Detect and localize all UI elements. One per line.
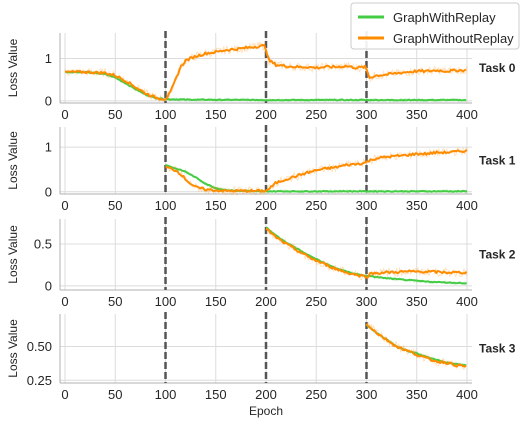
x-tick-label: 0: [61, 387, 68, 402]
x-tick-label: 50: [108, 387, 122, 402]
task-label: Task 1: [479, 154, 516, 168]
x-tick-label: 250: [305, 198, 327, 213]
x-tick-label: 50: [108, 107, 122, 122]
x-tick-label: 300: [356, 107, 378, 122]
x-tick-label: 0: [61, 107, 68, 122]
x-tick-label: 250: [305, 387, 327, 402]
x-tick-label: 350: [406, 107, 428, 122]
x-tick-label: 400: [456, 387, 478, 402]
series-line-without-replay: [64, 44, 467, 101]
x-tick-label: 0: [61, 294, 68, 309]
y-axis-label: Loss Value: [6, 319, 20, 378]
series-line-without-replay: [165, 149, 468, 193]
series-raw-band: [165, 147, 468, 196]
x-tick-label: 300: [356, 294, 378, 309]
legend-entry-label: GraphWithoutReplay: [393, 31, 514, 46]
y-tick-label: 1: [45, 140, 52, 155]
x-tick-label: 350: [406, 387, 428, 402]
x-tick-label: 150: [205, 198, 227, 213]
x-tick-label: 200: [255, 198, 277, 213]
x-tick-label: 400: [456, 198, 478, 213]
x-tick-label: 400: [456, 294, 478, 309]
x-tick-label: 300: [356, 198, 378, 213]
y-tick-label: 0.25: [27, 373, 52, 388]
series-line-without-replay: [365, 323, 467, 368]
x-tick-label: 200: [255, 387, 277, 402]
y-axis-label: Loss Value: [6, 38, 20, 97]
x-tick-label: 100: [155, 107, 177, 122]
x-tick-label: 50: [108, 294, 122, 309]
legend-entry-label: GraphWithReplay: [393, 10, 496, 25]
x-tick-label: 400: [456, 107, 478, 122]
series-line-without-replay: [265, 227, 468, 279]
x-tick-label: 100: [155, 387, 177, 402]
x-tick-label: 200: [255, 107, 277, 122]
task-label: Task 2: [479, 248, 516, 262]
panel-task-1: 0 1 0 50 100 150 200 250 300 350 400 Loss Value Task…: [6, 125, 516, 213]
x-tick-label: 150: [205, 107, 227, 122]
panel-task-0: 0 1 0 50 100 150 200 250 300 350 400 Loss Value Task…: [6, 31, 516, 122]
legend: [350, 2, 520, 50]
x-tick-label: 0: [61, 198, 68, 213]
x-tick-label: 250: [305, 294, 327, 309]
y-tick-label: 0: [45, 184, 52, 199]
x-axis-label: Epoch: [249, 404, 283, 418]
x-tick-label: 100: [155, 294, 177, 309]
y-tick-label: 0: [45, 278, 52, 293]
series-line-with-replay: [265, 226, 467, 285]
x-tick-label: 150: [205, 387, 227, 402]
panel-task-3: 0.25 0.50 0 50 100 150 200 250 300 350 400 Loss Val…: [6, 312, 516, 402]
x-tick-label: 50: [108, 198, 122, 213]
series-line-with-replay: [64, 70, 467, 102]
x-tick-label: 350: [406, 198, 428, 213]
y-tick-label: 0.50: [27, 339, 52, 354]
y-tick-label: 1: [45, 51, 52, 66]
x-tick-label: 200: [255, 294, 277, 309]
panel-task-2: 0 0.5 0 50 100 150 200 250 300 350 400 Loss Value Ta…: [6, 217, 516, 309]
series-line-with-replay: [165, 164, 468, 193]
task-label: Task 0: [479, 61, 516, 75]
y-axis-label: Loss Value: [6, 131, 20, 190]
task-label: Task 3: [479, 342, 516, 356]
x-tick-label: 300: [356, 387, 378, 402]
y-tick-label: 0.5: [34, 237, 52, 252]
y-axis-label: Loss Value: [6, 225, 20, 284]
x-tick-label: 250: [305, 107, 327, 122]
x-tick-label: 350: [406, 294, 428, 309]
y-tick-label: 0: [45, 93, 52, 108]
x-tick-label: 100: [155, 198, 177, 213]
x-tick-label: 150: [205, 294, 227, 309]
